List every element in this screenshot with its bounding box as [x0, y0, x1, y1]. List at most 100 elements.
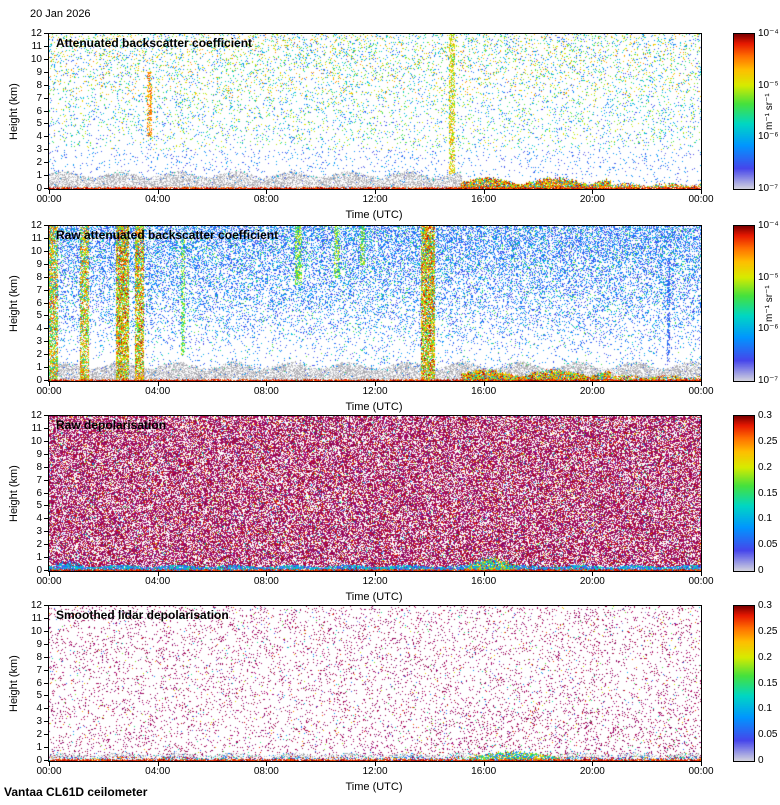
- colorbar-tick-label: 0.2: [758, 461, 772, 473]
- colorbar-tick-label: 0.15: [758, 487, 778, 499]
- x-axis-label: Time (UTC): [345, 591, 403, 603]
- x-tick-label: 20:00: [579, 386, 605, 397]
- x-tick-label: 12:00: [362, 766, 388, 777]
- heatmap-canvas: [49, 226, 701, 381]
- tick-mark: [483, 190, 485, 194]
- x-tick-label: 00:00: [688, 766, 714, 777]
- tick-mark: [592, 382, 594, 386]
- panel-raw-attenuated-backscatter: Height (km) 12 11 10 9 8 7 6 5 4 3 2 1 0 Raw attenua…: [0, 220, 780, 425]
- x-tick-label: 16:00: [471, 386, 497, 397]
- tick-mark: [592, 762, 594, 766]
- x-tick-label: 20:00: [579, 194, 605, 205]
- colorbar-unit-label: m⁻¹ sr⁻¹: [764, 93, 775, 130]
- tick-mark: [592, 572, 594, 576]
- colorbar-tick-label: 0.25: [758, 435, 778, 447]
- tick-mark: [375, 572, 376, 576]
- x-tick-label: 04:00: [145, 576, 171, 587]
- colorbar: [733, 33, 755, 190]
- colorbar-tick-label: 0.1: [758, 703, 772, 715]
- x-axis-label: Time (UTC): [345, 781, 403, 793]
- y-axis-label: Height (km): [8, 83, 20, 140]
- tick-mark: [483, 762, 485, 766]
- tick-mark: [701, 382, 702, 386]
- tick-mark: [375, 382, 376, 386]
- tick-mark: [157, 382, 159, 386]
- x-tick-label: 12:00: [362, 194, 388, 205]
- tick-mark: [49, 190, 50, 194]
- colorbar-canvas: [734, 34, 754, 189]
- colorbar-tick-label: 0.05: [758, 729, 778, 741]
- x-tick-label: 16:00: [471, 576, 497, 587]
- x-tick-label: 20:00: [579, 576, 605, 587]
- x-tick-label: 08:00: [253, 386, 279, 397]
- colorbar-tick-label: 0.15: [758, 677, 778, 689]
- heatmap-canvas: [49, 34, 701, 189]
- tick-mark: [157, 572, 159, 576]
- tick-mark: [157, 190, 159, 194]
- tick-mark: [375, 762, 376, 766]
- x-tick-label: 08:00: [253, 576, 279, 587]
- tick-mark: [701, 572, 702, 576]
- y-axis-label: Height (km): [8, 655, 20, 712]
- x-tick-label: 00:00: [36, 766, 62, 777]
- y-axis-label: Height (km): [8, 275, 20, 332]
- date-label: 20 Jan 2026: [30, 8, 91, 20]
- x-tick-label: 04:00: [145, 194, 171, 205]
- tick-mark: [375, 190, 376, 194]
- x-tick-label: 16:00: [471, 766, 497, 777]
- tick-mark: [49, 762, 50, 766]
- colorbar: [733, 415, 755, 572]
- x-tick-label: 12:00: [362, 576, 388, 587]
- panel-title: Raw depolarisation: [56, 418, 167, 432]
- x-tick-label: 08:00: [253, 194, 279, 205]
- tick-mark: [157, 762, 159, 766]
- heatmap-canvas: [49, 606, 701, 761]
- x-axis-label: Time (UTC): [345, 401, 403, 413]
- colorbar-tick-label: 0: [758, 755, 764, 766]
- tick-mark: [266, 572, 268, 576]
- colorbar-unit-label: m⁻¹ sr⁻¹: [764, 285, 775, 322]
- heatmap-canvas: [49, 416, 701, 571]
- x-axis-label: Time (UTC): [345, 209, 403, 221]
- plot-area: Attenuated backscatter coefficient: [48, 33, 702, 190]
- tick-mark: [483, 572, 485, 576]
- x-tick-label: 00:00: [688, 386, 714, 397]
- panel-attenuated-backscatter: Height (km) 12 11 10 9 8 7 6 5 4 3 2 1 0 Attenuated …: [0, 28, 780, 233]
- x-tick-label: 16:00: [471, 194, 497, 205]
- panel-smoothed-depolarisation: Height (km) 12 11 10 9 8 7 6 5 4 3 2 1 0 Smoothed li…: [0, 600, 780, 805]
- colorbar-canvas: [734, 606, 754, 761]
- tick-mark: [266, 762, 268, 766]
- x-tick-label: 00:00: [688, 576, 714, 587]
- colorbar-tick-label: 0.1: [758, 513, 772, 525]
- tick-mark: [701, 762, 702, 766]
- x-tick-label: 04:00: [145, 766, 171, 777]
- panel-raw-depolarisation: Height (km) 12 11 10 9 8 7 6 5 4 3 2 1 0 Raw depolar…: [0, 410, 780, 615]
- tick-mark: [483, 382, 485, 386]
- x-tick-label: 00:00: [36, 194, 62, 205]
- instrument-label: Vantaa CL61D ceilometer: [4, 785, 148, 799]
- x-tick-label: 00:00: [688, 194, 714, 205]
- x-tick-label: 08:00: [253, 766, 279, 777]
- colorbar-tick-label: 0.2: [758, 651, 772, 663]
- colorbar-canvas: [734, 226, 754, 381]
- x-tick-label: 20:00: [579, 766, 605, 777]
- plot-area: Raw attenuated backscatter coefficient: [48, 225, 702, 382]
- colorbar-tick-label: 0.25: [758, 625, 778, 637]
- tick-mark: [49, 382, 50, 386]
- colorbar: [733, 225, 755, 382]
- x-tick-label: 00:00: [36, 576, 62, 587]
- panel-title: Raw attenuated backscatter coefficient: [56, 228, 279, 242]
- tick-mark: [49, 572, 50, 576]
- tick-mark: [266, 382, 268, 386]
- panel-title: Attenuated backscatter coefficient: [56, 36, 253, 50]
- x-tick-label: 00:00: [36, 386, 62, 397]
- colorbar: [733, 605, 755, 762]
- tick-mark: [592, 190, 594, 194]
- colorbar-tick-label: 0: [758, 565, 764, 576]
- panel-title: Smoothed lidar depolarisation: [56, 608, 229, 622]
- tick-mark: [701, 190, 702, 194]
- y-axis-label: Height (km): [8, 465, 20, 522]
- plot-area: Smoothed lidar depolarisation: [48, 605, 702, 762]
- plot-area: Raw depolarisation: [48, 415, 702, 572]
